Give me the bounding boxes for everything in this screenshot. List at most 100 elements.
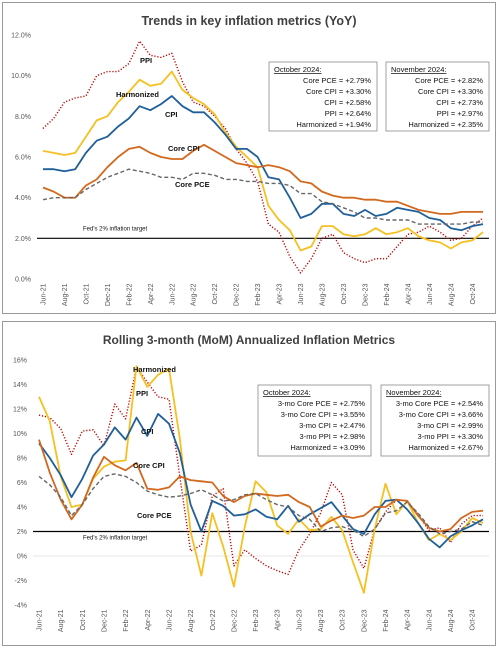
annotation-line: 3-mo Core PCE = +2.54% <box>396 399 483 408</box>
series-line-ppi <box>38 366 483 576</box>
series-label-core-cpi: Core CPI <box>133 461 165 470</box>
annotation-line: Harmonized = +3.09% <box>290 443 365 452</box>
y-tick-label: 16% <box>13 358 27 365</box>
annotation-box <box>268 61 378 132</box>
mom-chart-panel: Rolling 3-month (MoM) Annualized Inflati… <box>2 321 496 646</box>
x-tick-label: Jun-22 <box>166 609 173 631</box>
x-tick-label: Feb-24 <box>383 609 390 631</box>
annotation-line: Harmonized = +1.94% <box>296 120 371 129</box>
annotation-line: 3-mo PPI = +2.98% <box>300 432 366 441</box>
x-tick-label: Oct-21 <box>80 609 87 630</box>
annotation-line: Core CPI = +3.30% <box>306 87 371 96</box>
annotation-line: 3-mo Core PCE = +2.75% <box>278 399 365 408</box>
y-tick-label: 10.0% <box>11 73 31 80</box>
series-label-harmonized: Harmonized <box>133 365 176 374</box>
mom-chart: Rolling 3-month (MoM) Annualized Inflati… <box>13 333 490 632</box>
series-line-cpi <box>43 95 484 232</box>
annotation-line: Core PCE = +2.79% <box>303 76 371 85</box>
annotation-box <box>385 61 490 132</box>
x-tick-label: Jun-21 <box>41 283 48 305</box>
y-tick-label: -2% <box>15 578 27 585</box>
yoy-chart-panel: Trends in key inflation metrics (YoY) 0.0… <box>2 2 496 314</box>
x-tick-label: Apr-23 <box>277 283 284 304</box>
annotation-line: PPI = +2.97% <box>437 109 484 118</box>
x-tick-label: Dec-21 <box>105 283 112 306</box>
chart-title: Trends in key inflation metrics (YoY) <box>141 14 356 28</box>
x-tick-label: Jun-24 <box>426 609 433 631</box>
x-tick-label: Oct-23 <box>340 609 347 630</box>
series-line-core-pce <box>42 168 483 225</box>
x-tick-label: Apr-24 <box>405 609 412 630</box>
x-tick-label: Aug-22 <box>188 609 195 632</box>
annotation-box <box>380 384 490 457</box>
y-tick-label: 14% <box>13 382 27 389</box>
x-tick-label: Feb-23 <box>253 609 260 631</box>
y-tick-label: 12% <box>13 407 27 414</box>
x-tick-label: Aug-21 <box>58 609 65 632</box>
y-tick-label: 6.0% <box>15 155 31 162</box>
y-tick-label: 8.0% <box>15 114 31 121</box>
annotation-line: Harmonized = +2.35% <box>408 120 483 129</box>
series-label-cpi: CPI <box>165 110 178 119</box>
x-tick-label: Jun-24 <box>427 283 434 305</box>
x-tick-label: Apr-23 <box>275 609 282 630</box>
y-tick-label: 12.0% <box>11 33 31 40</box>
series-line-ppi <box>42 40 484 274</box>
x-tick-label: Dec-23 <box>362 283 369 306</box>
x-tick-label: Oct-22 <box>212 283 219 304</box>
x-tick-label: Aug-23 <box>320 283 327 306</box>
yoy-chart: Trends in key inflation metrics (YoY) 0.0… <box>11 14 490 306</box>
x-tick-label: Dec-21 <box>101 609 108 632</box>
x-tick-label: Apr-22 <box>148 283 155 304</box>
fed-target-label: Fed's 2% inflation target <box>83 536 148 542</box>
annotation-line: Core CPI = +3.30% <box>418 87 483 96</box>
x-tick-label: Feb-23 <box>255 283 262 305</box>
series-label-ppi: PPI <box>136 389 148 398</box>
y-tick-label: 8% <box>17 456 27 463</box>
x-tick-label: Oct-24 <box>470 283 477 304</box>
series-label-cpi: CPI <box>141 427 154 436</box>
x-tick-label: Aug-24 <box>448 609 455 632</box>
x-tick-label: Feb-24 <box>384 283 391 305</box>
x-tick-label: Feb-22 <box>126 283 133 305</box>
annotation-line: 3-mo CPI = +2.47% <box>299 421 365 430</box>
x-tick-label: Jun-22 <box>169 283 176 305</box>
annotation-heading: October 2024: <box>263 388 311 397</box>
series-line-core-cpi <box>42 143 483 215</box>
chart-title: Rolling 3-month (MoM) Annualized Inflati… <box>103 333 396 347</box>
y-tick-label: 0.0% <box>15 277 31 284</box>
annotation-heading: October 2024: <box>274 65 322 74</box>
series-label-harmonized: Harmonized <box>116 90 159 99</box>
x-tick-label: Jun-23 <box>298 283 305 305</box>
x-tick-label: Aug-21 <box>62 283 69 306</box>
annotation-line: CPI = +2.58% <box>324 98 371 107</box>
series-line-cpi <box>38 413 484 549</box>
annotation-box <box>257 384 372 457</box>
series-label-core-pce: Core PCE <box>137 511 172 520</box>
annotation-line: 3-mo Core CPI = +3.55% <box>281 410 366 419</box>
x-tick-label: Apr-24 <box>405 283 412 304</box>
x-tick-label: Aug-24 <box>448 283 455 306</box>
series-label-ppi: PPI <box>140 56 152 65</box>
x-tick-label: Dec-22 <box>234 283 241 306</box>
y-tick-label: 4.0% <box>15 195 31 202</box>
annotation-line: 3-mo PPI = +3.30% <box>418 432 484 441</box>
y-tick-label: 2.0% <box>15 236 31 243</box>
annotation-heading: November 2024: <box>391 65 446 74</box>
x-tick-label: Aug-23 <box>318 609 325 632</box>
x-tick-label: Aug-22 <box>191 283 198 306</box>
x-tick-label: Oct-22 <box>210 609 217 630</box>
x-tick-label: Oct-23 <box>341 283 348 304</box>
fed-target-label: Fed's 2% inflation target <box>83 226 148 232</box>
x-tick-label: Apr-22 <box>145 609 152 630</box>
series-line-core-cpi <box>38 439 484 533</box>
x-tick-label: Feb-22 <box>123 609 130 631</box>
y-tick-label: 2% <box>17 529 27 536</box>
annotation-line: Core PCE = +2.82% <box>415 76 483 85</box>
series-line-core-pce <box>38 473 484 538</box>
x-tick-label: Oct-24 <box>470 609 477 630</box>
y-tick-label: 0% <box>17 554 27 561</box>
series-line-harmonized <box>42 70 484 252</box>
annotation-heading: November 2024: <box>386 388 441 397</box>
annotation-line: 3-mo Core CPI = +3.66% <box>399 410 484 419</box>
